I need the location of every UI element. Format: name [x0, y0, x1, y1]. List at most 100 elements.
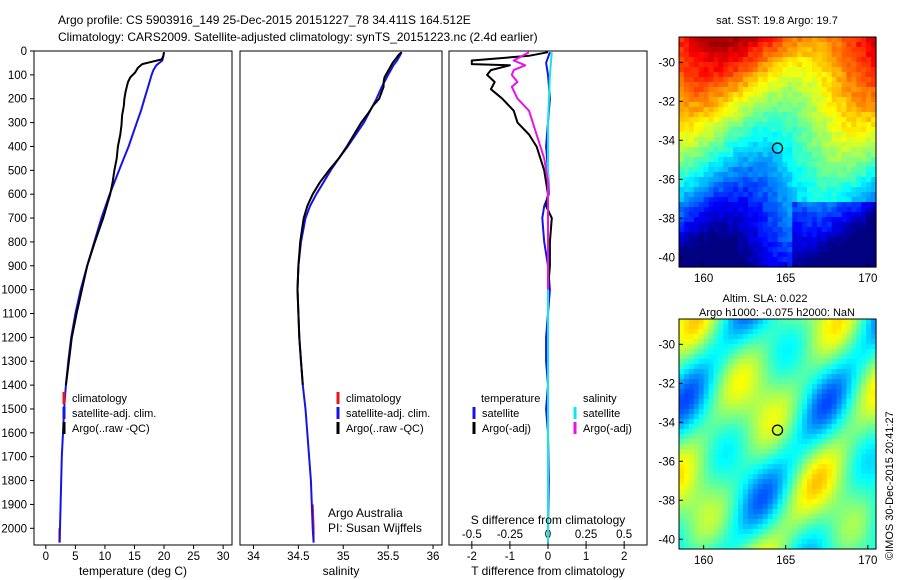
map-cell [841, 419, 848, 425]
map-cell [797, 474, 803, 480]
map-cell [698, 524, 705, 530]
map-cell [782, 399, 788, 405]
map-cell [703, 187, 710, 193]
map-cell [683, 197, 690, 203]
map-cell [787, 344, 793, 350]
map-cell [683, 419, 690, 425]
map-cell [718, 394, 724, 400]
map-cell [787, 262, 793, 268]
map-cell [787, 439, 793, 445]
map-cell [738, 37, 744, 43]
map-cell [792, 504, 798, 510]
map-cell [851, 484, 857, 490]
map-cell [826, 509, 833, 515]
map-cell [797, 192, 803, 198]
map-cell [851, 394, 857, 400]
map-cell [738, 414, 744, 420]
map-cell [703, 82, 710, 88]
legend-argo: Argo(..raw -QC) [72, 423, 150, 435]
map-cell [816, 72, 823, 78]
map-cell [797, 217, 803, 223]
map-cell [792, 122, 798, 128]
map-cell [836, 374, 843, 380]
map-cell [811, 484, 818, 490]
map-cell [693, 122, 700, 128]
map-cell [698, 192, 705, 198]
map-cell [767, 449, 774, 455]
map-cell [802, 514, 808, 520]
map-cell [797, 42, 803, 48]
map-x-tick-label: 160 [694, 273, 713, 285]
map-cell [713, 344, 719, 350]
map-cell [767, 349, 774, 355]
map-cell [733, 339, 739, 345]
map-cell [841, 197, 848, 203]
map-cell [811, 439, 818, 445]
map-cell [871, 334, 877, 340]
map-cell [836, 62, 843, 68]
map-cell [688, 142, 695, 148]
map-cell [836, 252, 843, 258]
map-cell [752, 177, 759, 183]
map-cell [703, 102, 710, 108]
map-cell [782, 47, 788, 53]
map-cell [757, 434, 764, 440]
map-cell [807, 499, 813, 505]
map-cell [679, 464, 685, 470]
map-cell [693, 379, 700, 385]
map-cell [777, 77, 784, 83]
map-cell [782, 464, 788, 470]
map-cell [856, 349, 862, 355]
map-cell [821, 434, 828, 440]
map-cell [723, 252, 729, 258]
map-cell [762, 414, 769, 420]
map-cell [836, 207, 843, 213]
map-cell [836, 157, 843, 163]
map-cell [693, 369, 700, 375]
map-cell [787, 117, 793, 123]
map-cell [688, 514, 695, 520]
map-cell [866, 107, 872, 113]
map-cell [713, 334, 719, 340]
map-cell [861, 227, 867, 233]
map-cell [743, 112, 749, 118]
map-cell [797, 389, 803, 395]
map-cell [728, 454, 734, 460]
map-cell [762, 187, 769, 193]
map-cell [698, 132, 705, 138]
map-cell [743, 212, 749, 218]
map-cell [693, 172, 700, 178]
map-cell [772, 469, 779, 475]
map-cell [777, 147, 784, 153]
map-cell [757, 514, 764, 520]
map-cell [767, 122, 774, 128]
map-cell [816, 409, 823, 415]
map-cell [772, 344, 779, 350]
map-cell [747, 242, 754, 248]
map-cell [792, 47, 798, 53]
map-cell [861, 117, 867, 123]
map-cell [718, 519, 724, 525]
x-tick-label: 36 [427, 551, 440, 563]
map-cell [846, 52, 852, 58]
map-cell [836, 359, 843, 365]
map-cell [802, 354, 808, 360]
map-cell [831, 77, 838, 83]
map-cell [846, 414, 852, 420]
map-cell [856, 252, 862, 258]
map-cell [782, 334, 788, 340]
map-cell [743, 122, 749, 128]
map-cell [787, 62, 793, 68]
map-cell [767, 182, 774, 188]
map-cell [679, 349, 685, 355]
map-cell [752, 182, 759, 188]
map-cell [738, 122, 744, 128]
map-cell [718, 187, 724, 193]
map-cell [723, 459, 729, 465]
legend-satellite: satellite-adj. clim. [346, 408, 430, 420]
map-cell [688, 399, 695, 405]
map-cell [831, 217, 838, 223]
map-cell [811, 504, 818, 510]
map-cell [698, 424, 705, 430]
x-tick-label: 1 [583, 551, 589, 563]
